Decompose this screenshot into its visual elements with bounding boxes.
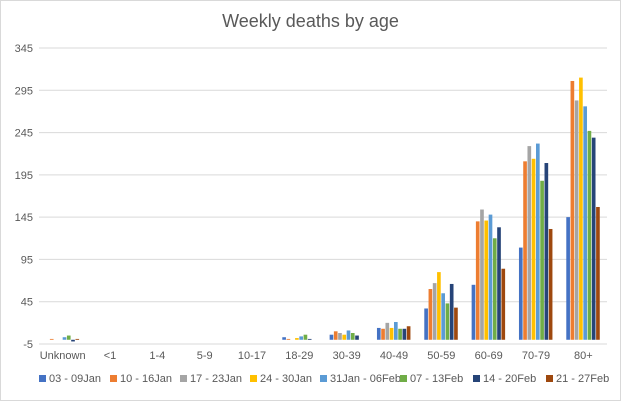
x-tick-label: Unknown — [40, 350, 86, 362]
bar — [49, 338, 54, 340]
legend-label: 14 - 20Feb — [483, 373, 536, 385]
x-tick-label: 80+ — [574, 350, 593, 362]
bar — [497, 227, 501, 340]
y-tick-label: 95 — [21, 254, 33, 266]
bar — [566, 217, 570, 340]
bar — [71, 339, 75, 342]
bar — [488, 214, 493, 340]
legend-swatch — [400, 375, 407, 382]
bar — [445, 303, 450, 340]
bar — [492, 238, 497, 340]
bar — [574, 100, 579, 340]
bar — [523, 161, 527, 340]
bar — [449, 283, 454, 340]
bar — [475, 221, 480, 340]
bar — [282, 337, 286, 340]
bar — [501, 268, 506, 340]
x-tick-label: 70-79 — [522, 350, 550, 362]
x-tick-label: 30-39 — [333, 350, 361, 362]
bar — [376, 327, 381, 340]
bar — [548, 228, 553, 340]
y-tick-label: 45 — [21, 297, 33, 309]
bar — [579, 77, 583, 340]
bar — [389, 327, 394, 340]
bar — [583, 106, 587, 340]
legend-label: 21 - 27Feb — [556, 373, 609, 385]
bar — [329, 334, 334, 340]
x-tick-label: 1-4 — [149, 350, 165, 362]
x-tick-label: <1 — [104, 350, 117, 362]
bar — [355, 335, 359, 340]
bar — [346, 330, 351, 340]
bar — [406, 326, 411, 340]
bar — [518, 247, 523, 340]
bar — [591, 137, 596, 340]
x-tick-label: 18-29 — [285, 350, 313, 362]
legend-swatch — [250, 375, 257, 382]
bar — [75, 338, 80, 340]
bar — [424, 308, 428, 340]
bar — [303, 334, 308, 340]
legend-swatch — [546, 375, 553, 382]
bar — [570, 80, 575, 340]
bar — [480, 209, 484, 340]
legend-swatch — [180, 375, 187, 382]
legend-swatch — [110, 375, 117, 382]
bar — [441, 293, 445, 340]
bar — [381, 328, 385, 340]
bar — [402, 328, 407, 340]
legend-label: 31Jan - 06Feb — [330, 373, 401, 385]
bar — [342, 334, 347, 340]
legend-label: 17 - 23Jan — [190, 373, 242, 385]
bar — [307, 338, 312, 340]
x-tick-label: 60-69 — [475, 350, 503, 362]
x-tick-label: 50-59 — [427, 350, 455, 362]
bar — [428, 289, 433, 340]
x-tick-label: 5-9 — [197, 350, 213, 362]
bar — [484, 220, 489, 340]
y-tick-label: 195 — [15, 170, 33, 182]
bar — [299, 336, 303, 340]
legend-label: 10 - 16Jan — [120, 373, 172, 385]
bar — [527, 146, 532, 340]
legend-swatch — [39, 375, 46, 382]
bar — [531, 158, 536, 340]
bar — [350, 333, 355, 340]
bar — [295, 338, 299, 340]
bar — [398, 328, 402, 340]
y-tick-label: 345 — [15, 43, 33, 55]
bar — [596, 206, 600, 340]
bar — [454, 307, 458, 340]
legend-swatch — [473, 375, 480, 382]
bar — [62, 337, 67, 340]
bar — [66, 335, 71, 340]
y-tick-label: 145 — [15, 212, 33, 224]
legend-swatch — [320, 375, 327, 382]
legend-label: 07 - 13Feb — [410, 373, 463, 385]
y-tick-label: 295 — [15, 85, 33, 97]
bar — [338, 333, 342, 340]
bar — [432, 283, 437, 340]
bar — [286, 338, 291, 340]
x-tick-label: 10-17 — [238, 350, 266, 362]
bar — [540, 180, 544, 340]
bar — [471, 284, 476, 340]
bar — [587, 130, 592, 340]
bar — [394, 322, 398, 340]
legend-label: 03 - 09Jan — [49, 373, 101, 385]
y-tick-label: -5 — [23, 339, 33, 351]
legend-label: 24 - 30Jan — [260, 373, 312, 385]
bar — [544, 163, 549, 340]
y-tick-label: 245 — [15, 128, 33, 140]
chart-title: Weekly deaths by age — [222, 11, 399, 31]
bar — [333, 331, 338, 340]
bar — [536, 143, 540, 340]
bar — [385, 322, 390, 340]
bar — [437, 272, 441, 340]
x-tick-label: 40-49 — [380, 350, 408, 362]
